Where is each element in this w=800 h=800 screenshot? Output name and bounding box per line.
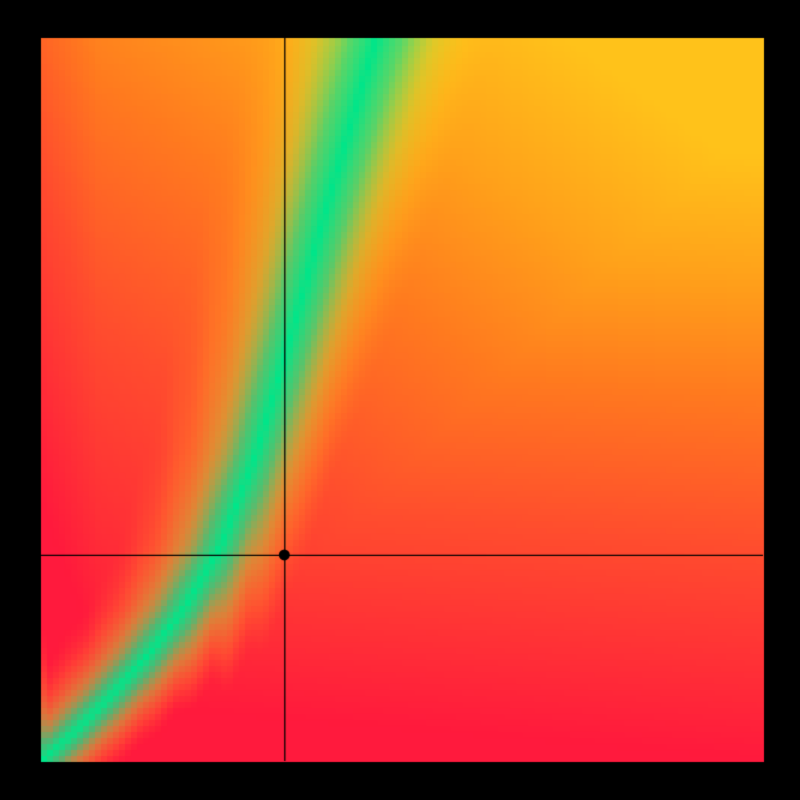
bottleneck-heatmap — [0, 0, 800, 800]
chart-container: TheBottleneck.com — [0, 0, 800, 800]
